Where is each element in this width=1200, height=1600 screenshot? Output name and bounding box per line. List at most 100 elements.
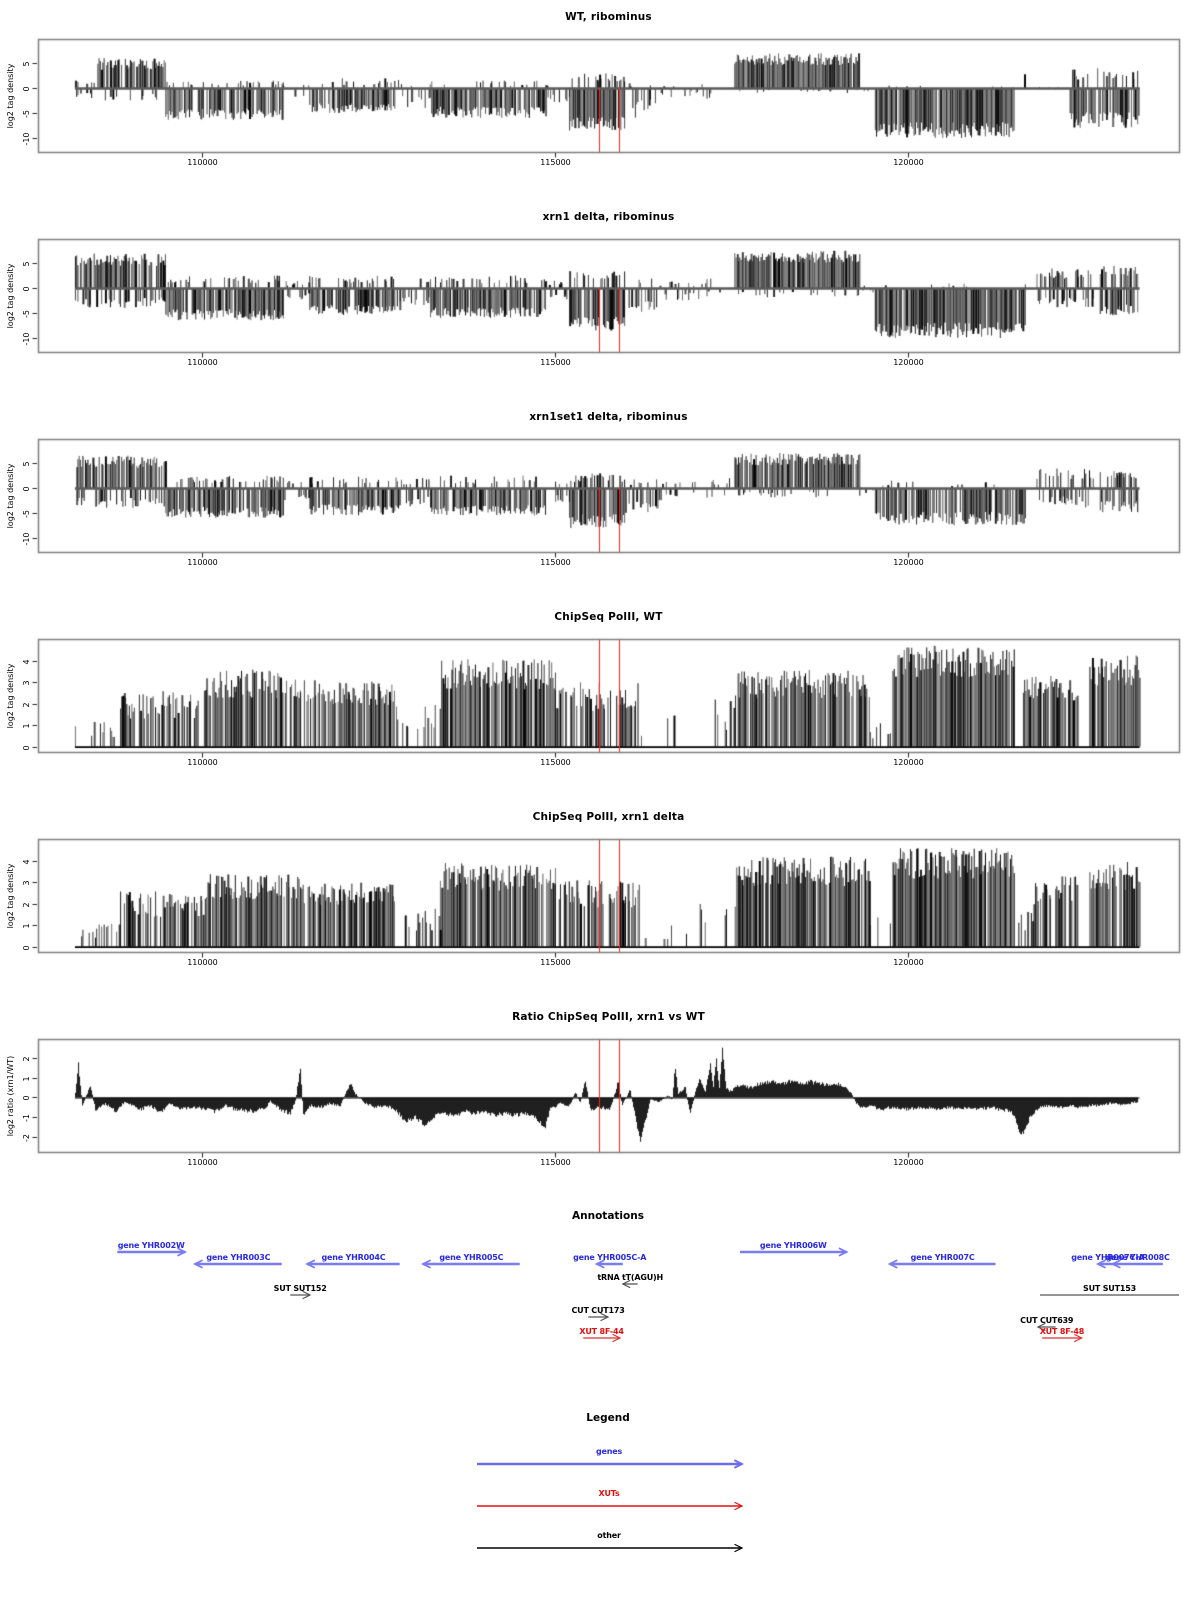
density-track-canvas (0, 400, 1200, 600)
density-track-canvas (0, 800, 1200, 1000)
axis-ticks: 110000 115000 120000 5 0 -5 -10 (0, 200, 1200, 400)
x-axis-tick-label: 110000 (187, 158, 218, 167)
x-axis-tick-label: 110000 (187, 1158, 218, 1167)
annotation-label: gene YHR008C (1106, 1253, 1170, 1262)
y-axis-tick-label: 5 (22, 260, 31, 267)
other-annotation: CUT CUT639 (1020, 1316, 1074, 1332)
legend-entry-label: genes (596, 1447, 622, 1456)
y-axis-tick-label: 0 (22, 285, 31, 292)
annotation-label: gene YHR004C (321, 1253, 385, 1262)
gene-annotation: gene YHR006W (739, 1241, 849, 1257)
y-axis-tick-label: -10 (22, 131, 31, 146)
y-axis-tick-label: -5 (22, 509, 31, 518)
axis-ticks: 110000 115000 120000 5 0 -5 -10 (0, 400, 1200, 600)
panel-chipseq-wt: ChipSeq PolII, WT log2 tag density 11000… (0, 600, 1200, 800)
x-axis-tick-label: 120000 (893, 758, 924, 767)
y-axis-tick-label: -10 (22, 531, 31, 546)
panel-title: xrn1set1 delta, ribominus (529, 411, 688, 423)
x-axis-tick-label: 115000 (540, 158, 571, 167)
annotation-label: gene YHR007C (911, 1253, 975, 1262)
density-track-canvas (0, 200, 1200, 400)
y-axis-tick-label: -5 (22, 309, 31, 318)
x-axis-tick-label: 120000 (893, 558, 924, 567)
annotation-label: SUT SUT153 (1083, 1284, 1136, 1293)
x-axis-tick-label: 110000 (187, 358, 218, 367)
x-axis-tick-label: 110000 (187, 958, 218, 967)
y-axis-tick-label: 0 (22, 944, 31, 951)
y-axis-tick-label: -2 (22, 1133, 31, 1142)
x-axis-tick-label: 110000 (187, 758, 218, 767)
axis-ticks: 110000 115000 120000 5 0 -5 -10 (0, 0, 1200, 200)
panel-xrn1set1-ribominus: xrn1set1 delta, ribominus log2 tag densi… (0, 400, 1200, 600)
y-axis-tick-label: 5 (22, 460, 31, 467)
x-axis-tick-label: 115000 (540, 558, 571, 567)
xut-annotation: XUT 8F-48 (1040, 1327, 1085, 1343)
other-annotation: SUT SUT152 (274, 1284, 327, 1300)
y-axis-tick-label: 0 (22, 744, 31, 751)
panel-chipseq-xrn1: ChipSeq PolII, xrn1 delta log2 tag densi… (0, 800, 1200, 1000)
panel-title: WT, ribominus (565, 11, 652, 23)
gene-annotation: gene YHR004C (305, 1253, 400, 1269)
annotation-label: gene YHR006W (760, 1241, 827, 1250)
legend-entry-genes: genes (477, 1447, 745, 1469)
annotations-track: gene YHR002W gene YHR003C gene YHR004C gene… (117, 1241, 1179, 1343)
legend-arrows: genes XUTs other (477, 1447, 745, 1553)
panel-title: Ratio ChipSeq PolII, xrn1 vs WT (512, 1011, 705, 1023)
annotation-label: XUT 8F-44 (579, 1327, 624, 1336)
annotations-panel: Annotations gene YHR002W gene YHR003C gene… (0, 1180, 1200, 1355)
annotation-label: CUT CUT639 (1020, 1316, 1074, 1325)
annotation-label: gene YHR005C-A (573, 1253, 647, 1262)
xut-annotation: XUT 8F-44 (579, 1327, 625, 1343)
density-track-canvas (0, 600, 1200, 800)
annotation-label: CUT CUT173 (571, 1306, 624, 1315)
x-axis-tick-label: 120000 (893, 158, 924, 167)
ratio-track-canvas (0, 1000, 1200, 1200)
x-axis-tick-label: 115000 (540, 758, 571, 767)
panel-title: xrn1 delta, ribominus (542, 211, 675, 223)
legend-entry-label: other (597, 1531, 621, 1540)
panel-xrn1-ribominus: xrn1 delta, ribominus log2 tag density 1… (0, 200, 1200, 400)
gene-annotation: gene YHR005C-A (573, 1253, 648, 1269)
panel-ratio-chipseq: Ratio ChipSeq PolII, xrn1 vs WT log2 rat… (0, 1000, 1200, 1200)
y-axis-tick-label: 0 (22, 485, 31, 492)
gene-annotation: gene YHR008C (1106, 1253, 1170, 1269)
axis-ticks: 110000 115000 120000 4 3 2 1 0 (0, 800, 1200, 1000)
gene-annotation: gene YHR005C (420, 1253, 520, 1269)
panel-wt-ribominus: WT, ribominus log2 tag density 110000 115… (0, 0, 1200, 200)
x-axis-tick-label: 115000 (540, 1158, 571, 1167)
x-axis-tick-label: 115000 (540, 358, 571, 367)
density-track-canvas (0, 0, 1200, 200)
gene-annotation: gene YHR003C (192, 1253, 282, 1269)
y-axis-tick-label: -5 (22, 109, 31, 118)
axis-ticks: 110000 115000 120000 2 1 0 -1 -2 (0, 1000, 1200, 1200)
annotation-label: gene YHR005C (439, 1253, 503, 1262)
y-axis-tick-label: -10 (22, 331, 31, 346)
annotation-label: gene YHR007C-A (1071, 1253, 1145, 1262)
legend-entry-other: other (477, 1531, 744, 1553)
y-axis-tick-label: 5 (22, 60, 31, 67)
gene-annotation: gene YHR002W (117, 1241, 188, 1257)
annotation-label: gene YHR003C (206, 1253, 270, 1262)
legend-entry-label: XUTs (598, 1489, 619, 1498)
annotation-label: XUT 8F-48 (1040, 1327, 1085, 1336)
axis-ticks: 110000 115000 120000 4 3 2 1 0 (0, 600, 1200, 800)
annotation-label: gene YHR002W (118, 1241, 185, 1250)
x-axis-tick-label: 120000 (893, 1158, 924, 1167)
panel-title: ChipSeq PolII, WT (554, 611, 663, 623)
legend-panel: Legend genes XUTs other (0, 1400, 1200, 1580)
other-annotation: SUT SUT153 (1040, 1284, 1179, 1296)
legend-title: Legend (586, 1412, 630, 1424)
annotation-label: SUT SUT152 (274, 1284, 327, 1293)
annotation-label: tRNA tT(AGU)H (597, 1273, 663, 1282)
annotations-title: Annotations (572, 1210, 644, 1222)
legend-entry-XUTs: XUTs (477, 1489, 744, 1511)
y-axis-tick-label: 0 (22, 85, 31, 92)
panel-title: ChipSeq PolII, xrn1 delta (532, 811, 685, 823)
other-annotation: tRNA tT(AGU)H (597, 1273, 663, 1289)
x-axis-tick-label: 120000 (893, 958, 924, 967)
x-axis-tick-label: 115000 (540, 958, 571, 967)
x-axis-tick-label: 110000 (187, 558, 218, 567)
gene-annotation: gene YHR007C (887, 1253, 996, 1269)
other-annotation: CUT CUT173 (571, 1306, 625, 1322)
